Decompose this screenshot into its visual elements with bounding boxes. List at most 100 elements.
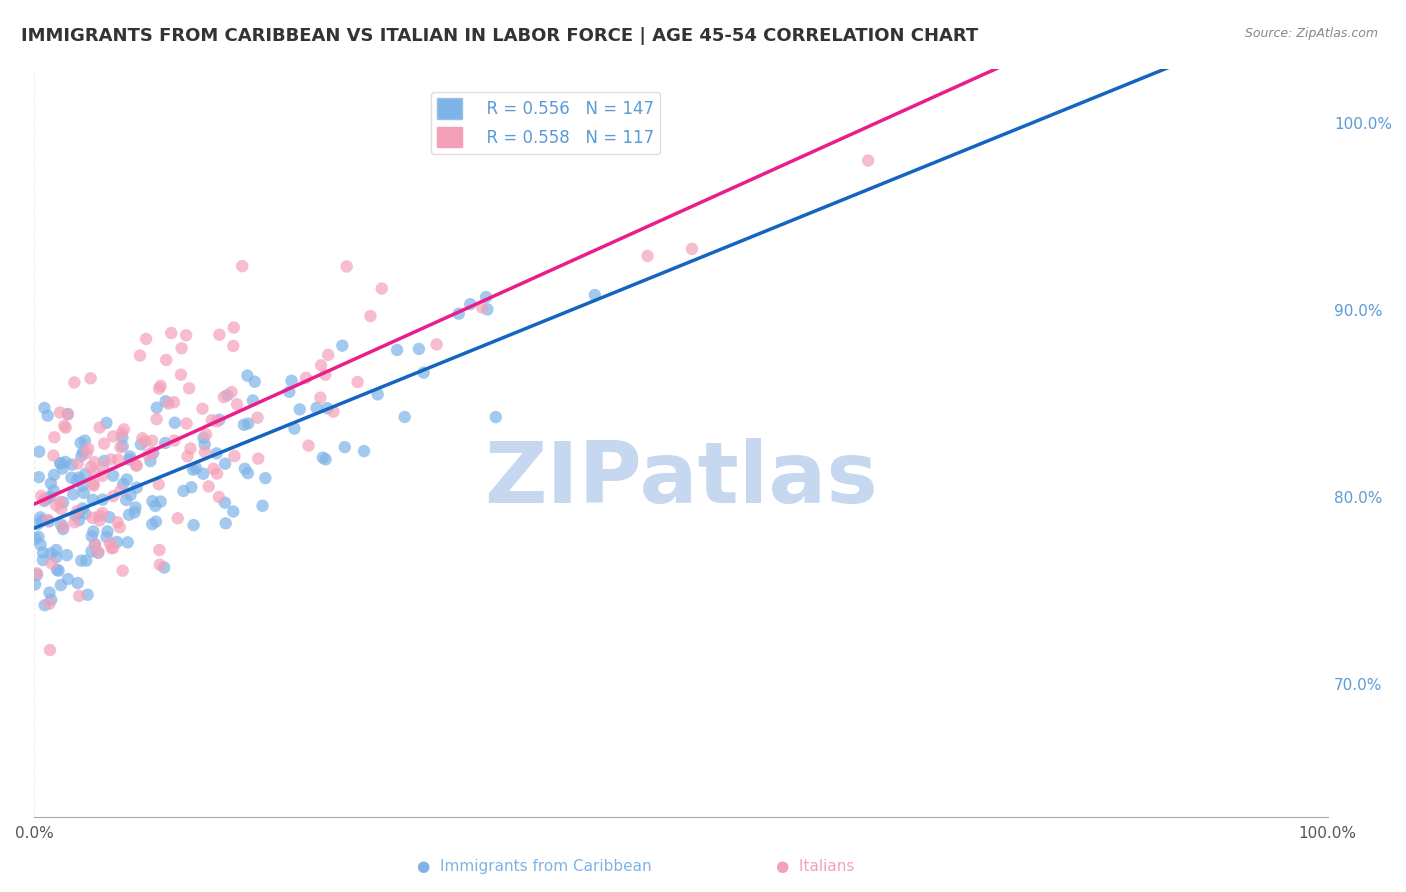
Point xyxy=(34,494,56,508)
Point xyxy=(27,530,49,544)
Point xyxy=(195,427,218,442)
Point xyxy=(385,343,408,357)
Point xyxy=(82,511,104,525)
Point xyxy=(89,513,111,527)
Point xyxy=(37,513,59,527)
Point xyxy=(51,502,73,516)
Point xyxy=(236,466,259,480)
Point xyxy=(93,454,115,468)
Point xyxy=(72,444,94,458)
Text: IMMIGRANTS FROM CARIBBEAN VS ITALIAN IN LABOR FORCE | AGE 45-54 CORRELATION CHAR: IMMIGRANTS FROM CARIBBEAN VS ITALIAN IN … xyxy=(21,27,979,45)
Point xyxy=(202,462,225,476)
Point xyxy=(65,508,87,523)
Point xyxy=(111,439,134,453)
Point xyxy=(27,517,49,532)
Point xyxy=(111,426,134,441)
Point xyxy=(135,332,157,346)
Point xyxy=(371,281,394,295)
Point xyxy=(637,249,659,263)
Point xyxy=(89,420,111,434)
Text: 80.0%: 80.0% xyxy=(1334,491,1382,506)
Point xyxy=(39,490,62,504)
Point xyxy=(48,564,70,578)
Point xyxy=(231,259,253,273)
Point xyxy=(108,520,131,534)
Point xyxy=(163,416,186,430)
Point xyxy=(197,479,219,493)
Point xyxy=(38,515,60,529)
Point xyxy=(124,505,146,519)
Point xyxy=(141,494,163,508)
Point xyxy=(24,577,46,591)
Point xyxy=(118,452,141,467)
Point xyxy=(32,492,55,507)
Point xyxy=(39,476,62,491)
Point xyxy=(176,450,198,464)
Point xyxy=(70,554,93,568)
Point xyxy=(170,341,193,355)
Point xyxy=(110,483,132,498)
Point xyxy=(205,446,228,460)
Point xyxy=(35,491,58,506)
Point xyxy=(322,404,344,418)
Point xyxy=(93,436,115,450)
Point xyxy=(194,437,217,451)
Point xyxy=(117,535,139,549)
Point xyxy=(69,435,91,450)
Point xyxy=(134,434,156,449)
Point xyxy=(236,417,259,431)
Point xyxy=(101,429,124,443)
Point xyxy=(89,508,111,523)
Point xyxy=(221,385,243,400)
Point xyxy=(180,442,202,456)
Point xyxy=(60,458,83,472)
Point xyxy=(224,449,246,463)
Point xyxy=(82,524,104,539)
Point xyxy=(101,468,124,483)
Point xyxy=(125,458,148,473)
Point xyxy=(115,493,138,508)
Point xyxy=(176,417,198,431)
Point xyxy=(39,643,62,657)
Point xyxy=(67,470,90,484)
Point xyxy=(118,450,141,464)
Point xyxy=(155,436,177,450)
Legend:   R = 0.556   N = 147,   R = 0.558   N = 117: R = 0.556 N = 147, R = 0.558 N = 117 xyxy=(430,92,661,154)
Point xyxy=(52,495,75,509)
Point xyxy=(367,387,389,401)
Point xyxy=(49,457,72,471)
Point xyxy=(25,567,48,582)
Point xyxy=(42,467,65,482)
Point xyxy=(83,478,105,492)
Point xyxy=(105,535,128,549)
Point xyxy=(110,440,132,454)
Point xyxy=(75,554,97,568)
Point xyxy=(66,504,89,518)
Point xyxy=(53,455,76,469)
Point xyxy=(139,454,162,468)
Point xyxy=(236,368,259,383)
Point xyxy=(205,467,228,481)
Point xyxy=(67,513,90,527)
Point xyxy=(149,558,172,572)
Point xyxy=(148,543,170,558)
Point xyxy=(120,488,142,502)
Point xyxy=(346,375,368,389)
Point xyxy=(214,457,236,471)
Point xyxy=(63,516,86,530)
Point xyxy=(856,153,879,168)
Point xyxy=(66,576,89,591)
Point xyxy=(191,401,214,416)
Point xyxy=(52,522,75,536)
Point xyxy=(42,449,65,463)
Point xyxy=(111,564,134,578)
Point xyxy=(288,402,311,417)
Point xyxy=(243,375,266,389)
Point xyxy=(87,546,110,560)
Point xyxy=(316,401,339,416)
Point xyxy=(32,546,55,560)
Point xyxy=(136,448,159,462)
Text: ●  Immigrants from Caribbean: ● Immigrants from Caribbean xyxy=(418,859,651,874)
Point xyxy=(45,543,67,558)
Point xyxy=(280,374,302,388)
